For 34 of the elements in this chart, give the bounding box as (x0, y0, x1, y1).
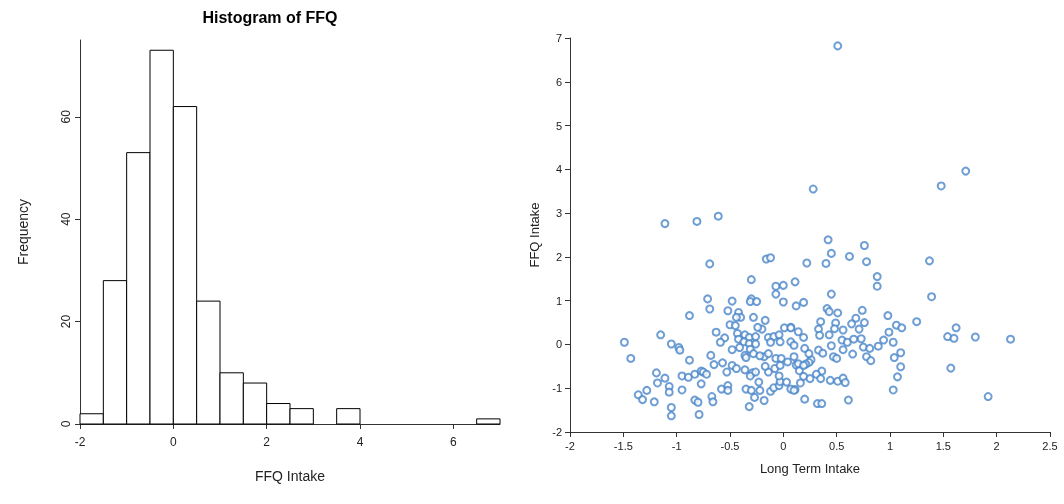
x-tick-label: -1 (671, 439, 682, 452)
y-tick-label: 0 (59, 420, 73, 428)
y-tick-label: 0 (555, 338, 562, 351)
x-tick-label: 2.5 (1042, 439, 1058, 452)
y-tick-label: 4 (555, 163, 562, 176)
x-tick-label: -2 (565, 439, 575, 452)
x-tick-label: -1.5 (613, 439, 633, 452)
y-tick-label: 40 (59, 212, 73, 226)
y-tick-label: 1 (555, 294, 562, 307)
y-tick-label: 5 (555, 119, 562, 132)
x-tick-label: -0.5 (720, 439, 740, 452)
x-tick-label: 2 (993, 439, 1000, 452)
y-tick-label: 20 (59, 314, 73, 329)
y-tick-label: 6 (555, 75, 562, 88)
y-tick-label: 2 (555, 250, 562, 263)
x-tick-label: 0 (780, 439, 787, 452)
y-tick-label: 7 (555, 32, 562, 44)
chart-title: Histogram of FFQ (202, 8, 338, 26)
x-tick-label: -2 (74, 435, 86, 449)
x-axis-title: FFQ Intake (254, 468, 326, 484)
y-tick-label: 3 (555, 207, 562, 220)
x-tick-label: 0.5 (829, 439, 845, 452)
x-tick-label: 1 (886, 439, 894, 452)
x-tick-label: 2 (263, 435, 271, 449)
x-tick-label: 6 (449, 435, 457, 449)
y-tick-label: -2 (552, 426, 562, 438)
y-axis-title: Frequency (15, 198, 31, 266)
x-tick-label: 4 (356, 435, 364, 449)
y-tick-label: -1 (552, 382, 562, 395)
x-tick-label: 1.5 (935, 439, 951, 452)
y-axis-title: FFQ Intake (527, 202, 543, 268)
x-tick-label: 0 (169, 435, 177, 449)
x-axis-title: Long Term Intake (759, 461, 861, 476)
y-tick-label: 60 (59, 109, 73, 124)
